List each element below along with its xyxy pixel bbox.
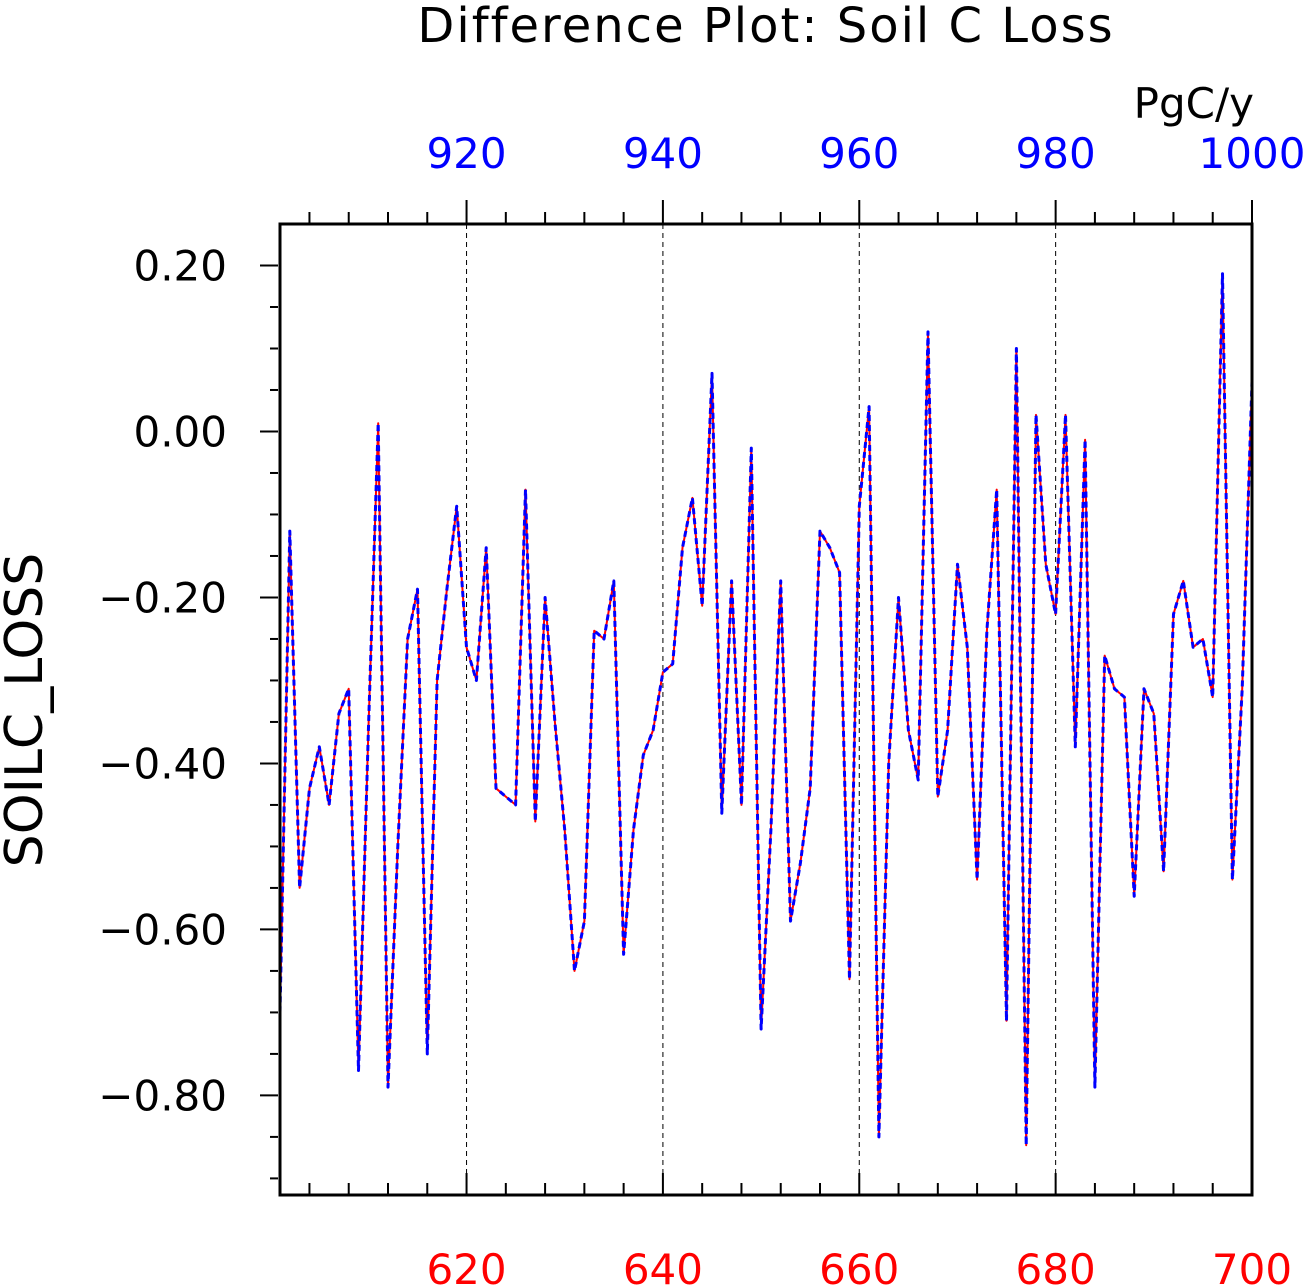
y-tick-label: −0.20	[98, 573, 227, 622]
x-bottom-tick-label: 620	[426, 1245, 506, 1286]
x-bottom-tick-label: 700	[1212, 1245, 1292, 1286]
x-top-tick-label: 940	[623, 129, 703, 178]
y-tick-label: 0.20	[133, 241, 227, 290]
x-top-tick-label: 980	[1016, 129, 1096, 178]
axes: 0.20 0.00 −0.20 −0.40 −0.60 −0.80 620 640 660 680…	[98, 129, 1305, 1286]
y-tick-label: 0.00	[133, 407, 227, 456]
y-axis-label: SOILC_LOSS	[0, 553, 55, 868]
y-tick-label: −0.80	[98, 1071, 227, 1120]
chart-title: Difference Plot: Soil C Loss	[417, 0, 1114, 54]
series-line-top	[278, 272, 1254, 1147]
x-bottom-tick-label: 660	[819, 1245, 899, 1286]
y-tick-label: −0.40	[98, 739, 227, 788]
y-tick-label: −0.60	[98, 905, 227, 954]
x-bottom-tick-label: 640	[623, 1245, 703, 1286]
x-top-tick-label: 920	[426, 129, 506, 178]
series-layer	[278, 272, 1254, 1147]
x-top-tick-label: 960	[819, 129, 899, 178]
plot-frame	[278, 222, 1254, 1197]
x-top-tick-label: 1000	[1199, 129, 1306, 178]
units-label: PgC/y	[1134, 79, 1254, 128]
series-line-bottom	[279, 272, 1253, 1147]
x-bottom-tick-label: 680	[1016, 1245, 1096, 1286]
